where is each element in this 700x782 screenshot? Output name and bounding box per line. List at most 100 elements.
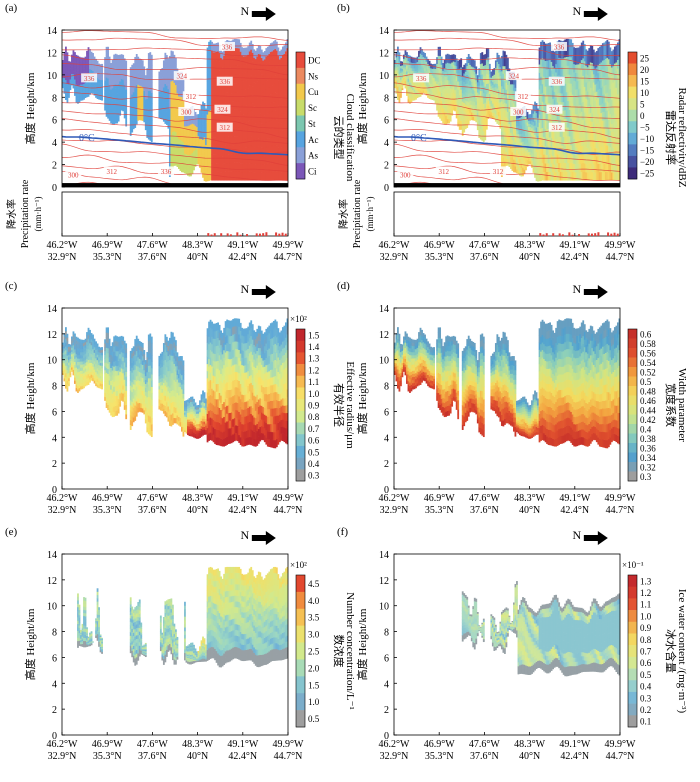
field-cell xyxy=(488,77,491,81)
field-cell xyxy=(92,83,94,87)
field-cell xyxy=(409,94,411,98)
field-cell xyxy=(597,56,600,65)
field-cell xyxy=(272,75,275,85)
field-cell xyxy=(171,73,174,81)
field-cell xyxy=(528,157,530,162)
field-cell xyxy=(62,79,64,82)
field-cell xyxy=(98,90,100,93)
field-cell xyxy=(516,141,518,146)
field-cell xyxy=(592,114,595,124)
field-cell xyxy=(580,154,583,164)
field-cell xyxy=(275,110,278,120)
field-cell xyxy=(116,84,119,90)
field-cell xyxy=(227,127,230,137)
field-cell xyxy=(196,160,198,165)
field-cell xyxy=(284,119,287,129)
field-cell xyxy=(191,131,194,137)
field-cell xyxy=(473,116,476,121)
colorbar-label: 0 xyxy=(640,111,645,121)
field-cell xyxy=(86,68,88,72)
field-cell xyxy=(431,93,434,96)
colorbar-label: −20 xyxy=(640,157,655,167)
field-cell xyxy=(466,118,469,124)
field-cell xyxy=(541,136,544,146)
field-cell xyxy=(454,93,457,98)
field-cell xyxy=(532,151,535,156)
field-cell xyxy=(65,89,67,94)
field-cell xyxy=(278,115,281,125)
field-cell xyxy=(278,131,281,141)
field-cell xyxy=(589,138,592,147)
field-cell xyxy=(600,112,603,122)
field-cell xyxy=(251,69,254,79)
contour-label-bg xyxy=(65,169,82,179)
field-cell xyxy=(543,85,545,95)
field-cell xyxy=(176,80,179,88)
field-cell xyxy=(165,107,168,112)
precip-bar xyxy=(594,233,597,236)
field-cell xyxy=(479,128,482,135)
field-cell xyxy=(95,87,97,91)
field-cell xyxy=(491,78,494,83)
field-cell xyxy=(519,154,521,160)
field-cell xyxy=(616,94,619,104)
field-cell xyxy=(65,73,67,77)
field-cell xyxy=(445,76,448,81)
field-cell xyxy=(586,172,589,181)
field-cell xyxy=(98,92,100,96)
field-cell xyxy=(517,126,520,131)
field-cell xyxy=(93,83,96,86)
field-cell xyxy=(185,130,188,135)
field-cell xyxy=(562,49,565,59)
field-cell xyxy=(449,83,452,89)
field-cell xyxy=(250,75,253,85)
field-cell xyxy=(220,131,223,140)
field-cell xyxy=(191,156,194,162)
field-cell xyxy=(125,122,128,127)
field-cell xyxy=(256,64,259,74)
field-cell xyxy=(193,124,195,129)
precip-unit: (mm·h⁻¹) xyxy=(33,197,43,232)
field-cell xyxy=(193,150,195,156)
field-cell xyxy=(266,146,269,156)
field-cell xyxy=(433,68,435,72)
field-cell xyxy=(238,109,241,119)
field-cell xyxy=(99,68,102,72)
field-cell xyxy=(612,49,615,59)
field-cell xyxy=(535,117,538,123)
field-cell xyxy=(537,113,539,118)
field-cell xyxy=(595,147,598,157)
field-cell xyxy=(535,122,538,128)
field-cell xyxy=(74,60,76,64)
field-cell xyxy=(592,82,595,91)
field-cell xyxy=(158,71,161,75)
field-cell xyxy=(455,95,458,100)
field-cell xyxy=(84,95,87,99)
field-cell xyxy=(185,158,188,163)
colorbar-cell xyxy=(628,155,637,168)
field-cell xyxy=(523,131,526,137)
field-cell xyxy=(547,111,550,121)
field-cell xyxy=(500,101,503,110)
field-cell xyxy=(413,84,416,88)
field-cell xyxy=(211,59,213,69)
field-cell xyxy=(455,84,458,89)
field-cell xyxy=(437,64,440,69)
field-cell xyxy=(618,153,620,163)
field-cell xyxy=(116,114,119,120)
field-cell xyxy=(400,86,402,89)
field-cell xyxy=(209,171,212,181)
field-cell xyxy=(214,60,216,70)
field-cell xyxy=(469,80,472,85)
field-cell xyxy=(116,93,119,98)
field-cell xyxy=(534,120,536,126)
field-cell xyxy=(277,72,280,81)
field-cell xyxy=(424,60,426,64)
field-cell xyxy=(215,94,218,104)
field-cell xyxy=(604,84,607,94)
field-cell xyxy=(494,109,497,115)
field-cell xyxy=(550,129,553,139)
field-cell xyxy=(284,85,287,95)
field-cell xyxy=(601,128,604,138)
field-cell xyxy=(472,101,475,106)
